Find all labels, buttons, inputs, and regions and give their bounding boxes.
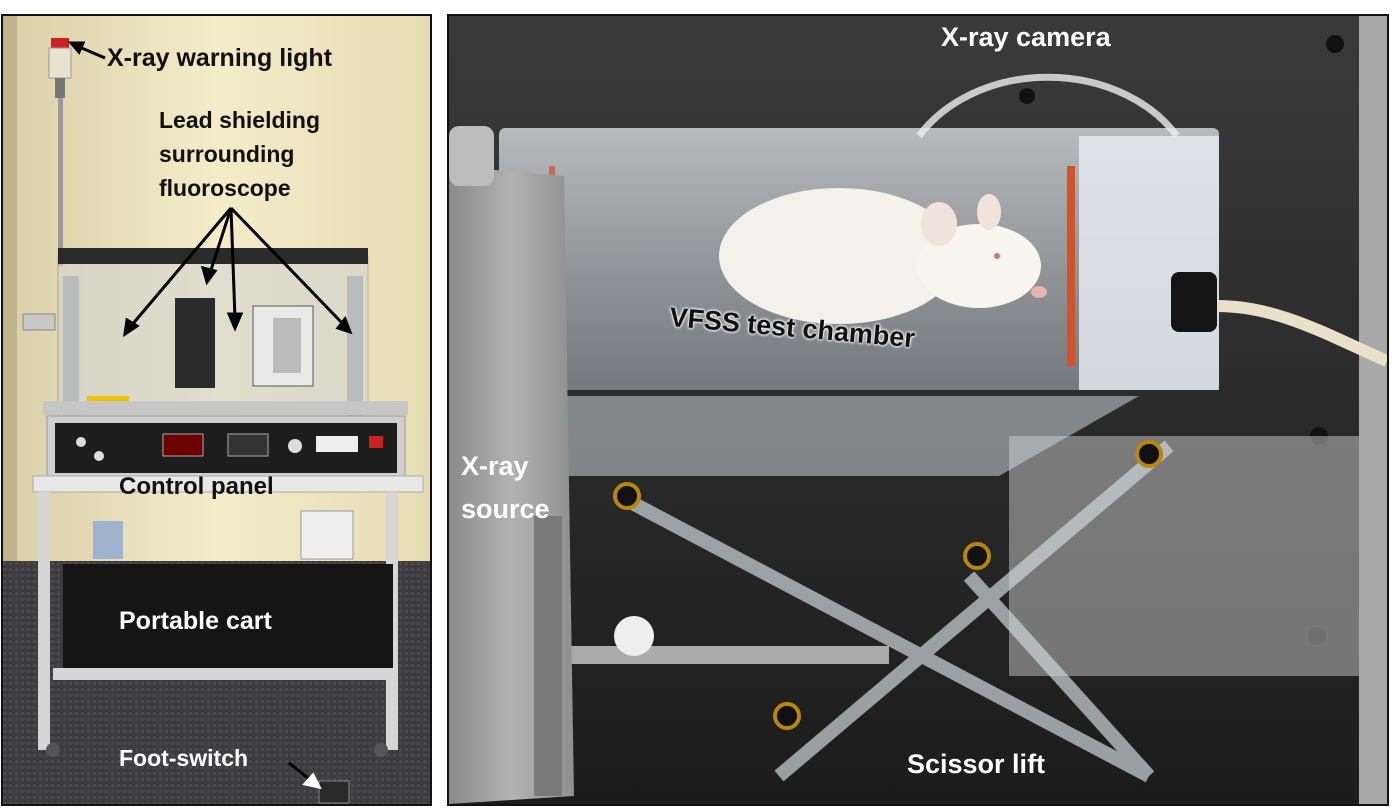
gear-rack: [569, 646, 889, 664]
portable-cart-label: Portable cart: [119, 607, 272, 635]
source-knob: [449, 126, 494, 186]
warning-light-body: [48, 47, 72, 79]
xray-source-unit: [175, 298, 215, 388]
digital-display: [227, 433, 269, 457]
xray-camera-label: X-ray camera: [941, 22, 1111, 52]
cart-bottom-rail: [53, 668, 398, 680]
fluoroscope-cart-photo: [3, 16, 430, 804]
power-box: [93, 521, 123, 559]
warning-light-mount: [55, 78, 65, 98]
switch-bank: [316, 436, 358, 452]
mouse-nose: [1031, 286, 1047, 298]
lead-shielding-label-line1: Lead shielding: [159, 107, 321, 133]
caster-wheel: [374, 743, 388, 757]
cart-lower-shelf: [63, 564, 393, 668]
right-frame: [1359, 16, 1387, 804]
control-panel-label: Control panel: [119, 473, 274, 500]
control-knob: [94, 451, 104, 461]
door-frame: [3, 16, 17, 576]
mouse-head: [917, 224, 1041, 308]
xray-source-label-line2: source: [461, 494, 550, 524]
side-panel: [1009, 436, 1359, 676]
emergency-switch: [369, 436, 383, 448]
control-knob: [76, 437, 86, 447]
digital-display: [162, 433, 204, 457]
lead-shielding-label-line3: fluoroscope: [159, 175, 291, 201]
warning-light-red: [51, 38, 69, 48]
mouse-ear: [921, 202, 957, 246]
gear: [614, 616, 654, 656]
air-tube: [1216, 300, 1387, 367]
mouse-eye: [994, 253, 1000, 259]
scissor-lift-arms: [615, 440, 1174, 783]
mouse-body: [719, 188, 959, 324]
mount-hole: [1326, 35, 1344, 53]
light-pole: [58, 96, 63, 266]
left-photo-panel: X-ray warning light Lead shielding surro…: [1, 14, 432, 806]
xray-camera-ring: [916, 73, 1180, 139]
cart-top-rail: [43, 401, 408, 415]
mouse-ear: [977, 194, 1001, 230]
source-edge: [534, 516, 562, 796]
lift-bolt: [613, 482, 641, 510]
cart-leg-left: [38, 492, 50, 750]
side-handle: [22, 313, 56, 331]
transformer-box: [300, 510, 354, 560]
lift-bolt: [773, 702, 801, 730]
chamber-seal-red: [1067, 166, 1075, 366]
frame-post-left: [63, 276, 79, 416]
fluoroscope-top-plate: [58, 248, 368, 264]
frame-post-right: [347, 276, 363, 416]
scissor-lift-label: Scissor lift: [907, 749, 1046, 779]
tube-fitting: [1171, 272, 1217, 332]
detector-inner: [273, 318, 301, 373]
foot-switch-label: Foot-switch: [119, 745, 249, 771]
annotation-arrows: [67, 41, 353, 790]
caster-wheel: [46, 743, 60, 757]
warning-light-label: X-ray warning light: [107, 44, 333, 72]
lift-bolt: [1135, 440, 1163, 468]
test-chamber-photo: [449, 16, 1387, 804]
lift-bolt: [963, 542, 991, 570]
control-knob: [288, 439, 302, 453]
cart-shelf-upper: [32, 475, 424, 493]
mount-hole: [1019, 88, 1035, 104]
lead-shielding-label-line2: surrounding: [159, 141, 295, 167]
xray-source-label-line1: X-ray: [461, 451, 529, 481]
foot-switch-device: [318, 780, 350, 804]
chamber-end-cap: [1079, 136, 1219, 390]
right-photo-panel: X-ray camera VFSS test chamber X-ray sou…: [447, 14, 1389, 806]
lift-platform: [509, 396, 1139, 476]
